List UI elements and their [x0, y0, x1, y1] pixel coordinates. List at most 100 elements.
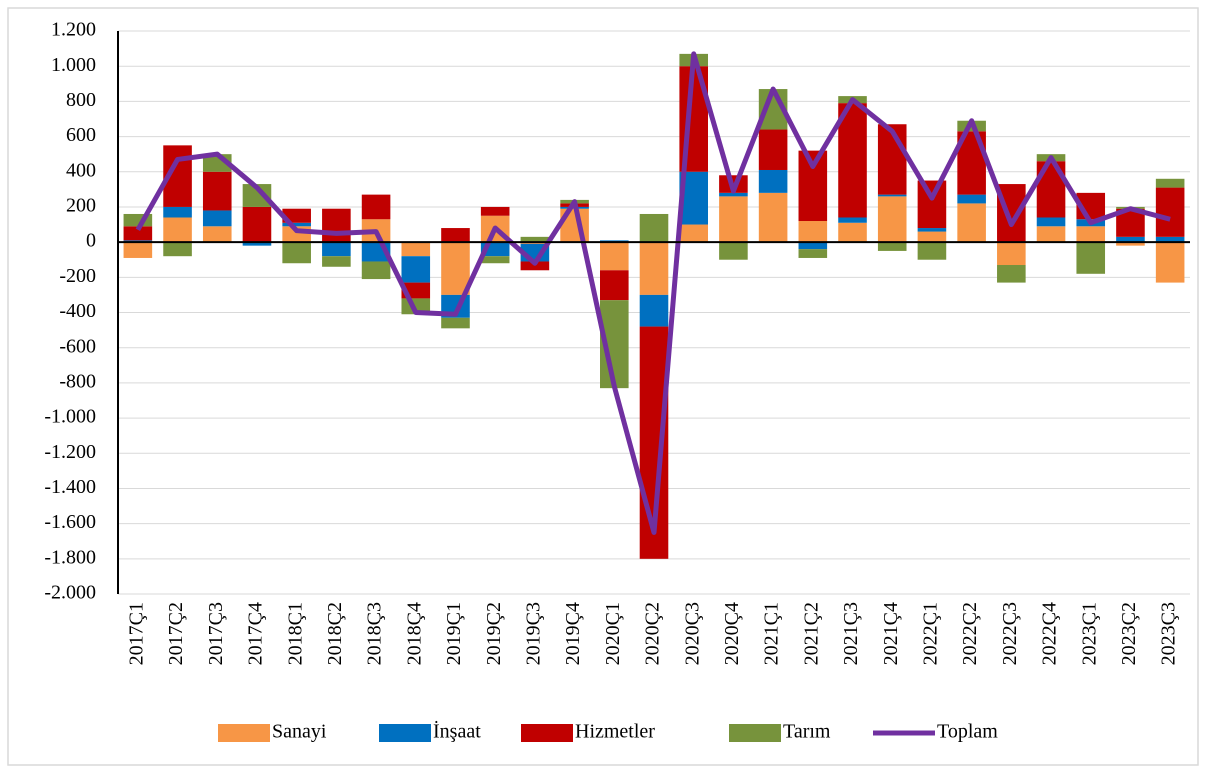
bar-segment [322, 242, 351, 257]
bar-segment [798, 249, 828, 258]
bar-segment [282, 242, 311, 264]
bar-segment [401, 256, 431, 283]
bar-segment [480, 206, 510, 216]
bar-segment [480, 256, 510, 264]
bar-segment [600, 270, 629, 301]
x-tick-label: 2020Ç3 [681, 602, 703, 665]
y-tick-label: -800 [59, 370, 96, 392]
y-tick-label: -1.000 [44, 406, 96, 428]
bar-segment [997, 242, 1026, 265]
bar-segment [202, 171, 232, 211]
x-tick-label: 2017Ç1 [125, 602, 147, 665]
x-tick-label: 2020Ç4 [721, 602, 743, 665]
bar-segment [1076, 226, 1106, 243]
y-tick-label: 600 [66, 124, 96, 146]
bar-segment [917, 242, 947, 260]
bar-segment [163, 242, 192, 257]
bar-segment [242, 184, 272, 207]
x-tick-label: 2019Ç4 [562, 602, 584, 665]
bar-segment [1116, 236, 1145, 243]
bar-segment [917, 231, 947, 243]
bar-segment [719, 192, 748, 197]
bar-segment [282, 222, 311, 227]
bar-segment [520, 236, 550, 243]
bar-segment [997, 264, 1026, 283]
bar-segment [202, 210, 232, 227]
x-tick-label: 2023Ç2 [1118, 602, 1140, 665]
bar-segment [242, 242, 272, 246]
x-tick-label: 2019Ç1 [443, 602, 465, 665]
y-tick-label: -2.000 [44, 582, 96, 604]
bar-segment [719, 196, 748, 243]
bar-segment [1076, 242, 1106, 274]
bar-segment [798, 221, 828, 243]
x-tick-label: 2017Ç2 [165, 602, 187, 665]
bar-segment [163, 217, 192, 243]
legend-swatch [218, 724, 270, 742]
bar-segment [401, 242, 431, 257]
bar-segment [838, 217, 867, 223]
bar-segment [758, 129, 788, 170]
y-tick-label: 1.200 [51, 19, 96, 41]
x-tick-label: 2018Ç1 [284, 602, 306, 665]
bar-segment [1155, 178, 1185, 188]
bar-segment [877, 194, 907, 197]
y-tick-label: -200 [59, 265, 96, 287]
x-tick-label: 2018Ç2 [324, 602, 346, 665]
bar-segment [758, 192, 788, 243]
y-tick-label: -1.400 [44, 476, 96, 498]
bar-segment [639, 294, 669, 327]
total-line [135, 51, 1171, 535]
y-tick-label: 200 [66, 195, 96, 217]
bar-segment [1036, 226, 1066, 243]
x-tick-label: 2018Ç3 [364, 602, 386, 665]
bar-segment [1155, 236, 1185, 243]
legend-swatch [729, 724, 781, 742]
bar-segment [838, 222, 867, 243]
x-tick-label: 2017Ç4 [245, 602, 267, 665]
x-tick-label: 2019Ç3 [522, 602, 544, 665]
bar-segment [441, 242, 470, 295]
bar-segment [520, 261, 550, 271]
bar-segment [877, 242, 907, 251]
bar-segment [639, 242, 669, 295]
x-tick-label: 2022Ç4 [1039, 602, 1061, 665]
x-tick-label: 2021Ç4 [880, 602, 902, 665]
y-tick-label: -400 [59, 300, 96, 322]
legend-label: İnşaat [433, 720, 481, 743]
bar-segment [957, 203, 986, 243]
y-tick-label: -1.800 [44, 546, 96, 568]
bar-segment [202, 226, 232, 243]
x-tick-label: 2022Ç2 [959, 602, 981, 665]
bar-segment [322, 256, 351, 267]
y-tick-label: 400 [66, 159, 96, 181]
legend-label: Toplam [937, 721, 998, 743]
bar-segment [441, 317, 470, 329]
x-tick-label: 2023Ç3 [1158, 602, 1180, 665]
x-tick-label: 2017Ç3 [205, 602, 227, 665]
bar-segment [798, 242, 828, 250]
y-tick-label: 800 [66, 89, 96, 111]
y-tick-label: -1.200 [44, 441, 96, 463]
bar-segment [361, 194, 391, 220]
bar-segment [600, 242, 629, 271]
bar-segment [957, 194, 986, 204]
bar-segment [361, 261, 391, 280]
bar-segment [877, 196, 907, 243]
legend-swatch [521, 724, 573, 742]
bar-segment [679, 224, 708, 243]
bar-segment [917, 228, 947, 232]
x-tick-label: 2021Ç1 [761, 602, 783, 665]
bar-segment [163, 206, 192, 218]
x-tick-label: 2019Ç2 [483, 602, 505, 665]
x-tick-label: 2020Ç1 [602, 602, 624, 665]
legend-label: Hizmetler [575, 721, 655, 743]
x-tick-label: 2022Ç1 [920, 602, 942, 665]
x-tick-label: 2020Ç2 [642, 602, 664, 665]
x-tick-label: 2018Ç4 [403, 602, 425, 665]
y-tick-label: -600 [59, 335, 96, 357]
bar-segment [639, 213, 669, 243]
bar-segment [123, 226, 153, 241]
y-tick-label: 1.000 [51, 54, 96, 76]
bar-segment [1155, 187, 1185, 237]
